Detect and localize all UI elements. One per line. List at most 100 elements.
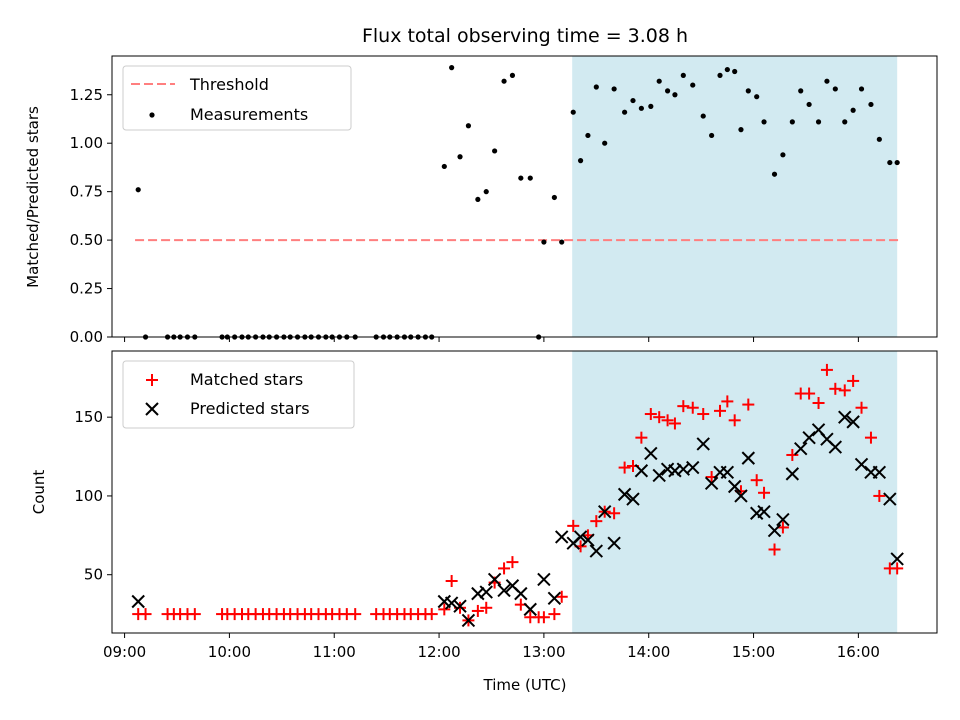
measurement-point — [690, 82, 696, 88]
measurement-point — [832, 86, 838, 92]
matched-star-point — [721, 395, 734, 408]
matched-star-point — [714, 404, 727, 417]
measurement-point — [780, 152, 786, 158]
predicted-star-point — [131, 594, 145, 609]
x-tick-label: 14:00 — [627, 643, 670, 661]
predicted-star-point — [828, 440, 843, 454]
measurement-point — [135, 187, 141, 193]
legend-predicted-swatch — [145, 402, 159, 416]
measurement-point — [732, 68, 738, 75]
predicted-star-point — [634, 464, 649, 478]
predicted-star-point — [644, 446, 658, 461]
matched-star-point — [873, 489, 886, 502]
predicted-star-stroke-b — [890, 552, 904, 566]
measurement-point — [876, 136, 882, 142]
predicted-star-point — [607, 536, 621, 550]
matched-star-point — [728, 414, 741, 427]
predicted-star-point — [479, 585, 493, 599]
top-y-tick-label: 0.50 — [70, 231, 103, 249]
bottom-y-tick-label: 100 — [74, 487, 103, 505]
measurement-point — [672, 92, 678, 98]
predicted-star-point — [581, 533, 595, 547]
predicted-star-stroke-b — [854, 457, 869, 472]
matched-star-point — [506, 556, 519, 569]
predicted-star-stroke-b — [668, 464, 682, 478]
predicted-star-stroke-b — [704, 476, 719, 491]
measurement-point — [509, 72, 516, 78]
matched-star-point — [742, 398, 755, 411]
measurement-point — [700, 113, 706, 119]
predicted-star-stroke-b — [453, 599, 467, 613]
measurement-point — [724, 66, 730, 73]
predicted-star-point — [453, 599, 467, 613]
predicted-star-stroke-b — [676, 462, 691, 476]
measurement-point — [559, 239, 565, 245]
predicted-star-stroke-b — [660, 462, 675, 476]
predicted-star-point — [696, 437, 710, 451]
measurement-point — [656, 78, 662, 84]
measurement-point — [483, 189, 489, 195]
predicted-star-point — [727, 479, 742, 494]
measurement-point — [501, 78, 507, 84]
measurement-point — [492, 148, 498, 154]
predicted-star-point — [626, 492, 640, 506]
matched-star-point — [677, 400, 690, 413]
legend-measurements-label: Measurements — [190, 105, 308, 124]
matched-star-point — [768, 543, 781, 556]
measurement-point — [622, 109, 628, 115]
matched-star-point — [548, 608, 561, 621]
bottom-axes-frame — [111, 350, 938, 634]
predicted-star-point — [846, 415, 860, 429]
matched-star-point — [438, 603, 451, 616]
bottom-axis-ticks: 09:00 10:00 11:00 12:00 13:00 14:00 15:00 16:00… — [74, 408, 880, 661]
matched-star-point — [686, 401, 699, 414]
predicted-star-stroke-b — [514, 586, 528, 601]
predicted-star-point — [883, 492, 897, 506]
predicted-star-stroke-b — [547, 591, 562, 606]
measurement-point — [887, 159, 893, 166]
predicted-star-stroke-b — [626, 492, 640, 506]
predicted-star-point — [686, 460, 700, 475]
measurement-point — [815, 119, 822, 125]
measurement-point — [541, 239, 547, 245]
matched-star-point — [349, 608, 362, 621]
matched-star-point — [758, 486, 771, 499]
matched-star-point — [498, 562, 511, 575]
predicted-star-stroke-b — [734, 489, 748, 503]
measurement-point — [611, 86, 617, 92]
predicted-star-point — [757, 504, 771, 519]
predicted-star-point — [547, 591, 562, 606]
predicted-star-stroke-b — [846, 415, 860, 429]
bottom-y-tick-label: 50 — [84, 566, 103, 584]
predicted-star-stroke-b — [741, 451, 756, 465]
matched-star-point — [567, 519, 580, 532]
predicted-star-stroke-b — [437, 594, 452, 609]
matched-star-point — [445, 575, 458, 588]
predicted-star-stroke-b — [720, 465, 735, 480]
predicted-star-stroke-b — [444, 596, 459, 610]
predicted-star-point — [741, 451, 756, 465]
predicted-star-stroke-b — [872, 465, 887, 480]
predicted-star-point — [652, 468, 666, 483]
predicted-star-point — [802, 430, 816, 445]
matched-star-point — [812, 396, 825, 409]
matched-star-point — [820, 363, 833, 376]
measurement-point — [717, 72, 723, 78]
predicted-star-stroke-b — [573, 530, 588, 544]
predicted-star-point — [890, 552, 904, 566]
matched-star-point — [555, 590, 568, 603]
predicted-star-stroke-b — [883, 492, 897, 506]
matched-star-point — [635, 431, 648, 444]
measurement-point — [457, 154, 463, 160]
top-legend-box — [122, 65, 352, 131]
matched-star-point — [618, 461, 631, 474]
x-tick-label: 10:00 — [208, 643, 251, 661]
predicted-star-point — [497, 583, 511, 598]
predicted-star-stroke-b — [497, 583, 511, 598]
top-axes-frame — [111, 55, 938, 338]
predicted-star-stroke-b — [461, 613, 476, 628]
measurement-point — [570, 109, 576, 115]
predicted-star-stroke-b — [644, 446, 658, 461]
predicted-star-point — [537, 572, 551, 587]
measurement-point — [593, 84, 599, 90]
